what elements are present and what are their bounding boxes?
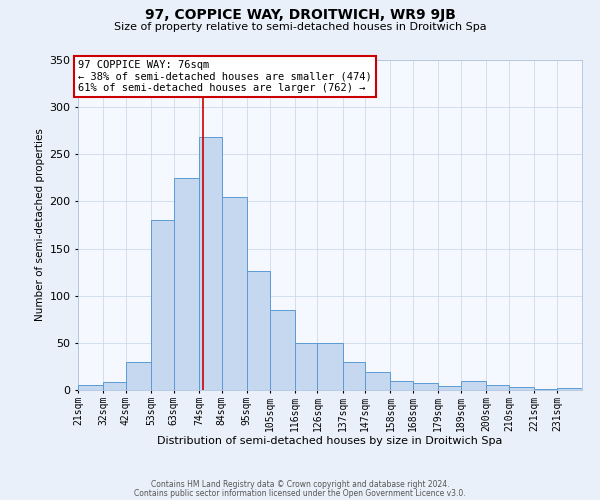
- Bar: [557, 388, 582, 390]
- Bar: [295, 343, 317, 390]
- Bar: [534, 389, 557, 390]
- Bar: [343, 362, 365, 390]
- Y-axis label: Number of semi-detached properties: Number of semi-detached properties: [35, 128, 45, 322]
- Bar: [151, 220, 174, 390]
- Bar: [199, 138, 221, 390]
- Bar: [365, 372, 391, 390]
- Bar: [269, 310, 295, 390]
- Text: 97, COPPICE WAY, DROITWICH, WR9 9JB: 97, COPPICE WAY, DROITWICH, WR9 9JB: [145, 8, 455, 22]
- Bar: [78, 386, 103, 390]
- Bar: [413, 384, 439, 390]
- Bar: [461, 380, 486, 390]
- X-axis label: Distribution of semi-detached houses by size in Droitwich Spa: Distribution of semi-detached houses by …: [157, 436, 503, 446]
- Text: Contains public sector information licensed under the Open Government Licence v3: Contains public sector information licen…: [134, 488, 466, 498]
- Bar: [103, 382, 126, 390]
- Text: Size of property relative to semi-detached houses in Droitwich Spa: Size of property relative to semi-detach…: [113, 22, 487, 32]
- Bar: [486, 386, 509, 390]
- Bar: [509, 387, 534, 390]
- Bar: [174, 178, 199, 390]
- Bar: [439, 386, 461, 390]
- Bar: [317, 343, 343, 390]
- Text: 97 COPPICE WAY: 76sqm
← 38% of semi-detached houses are smaller (474)
61% of sem: 97 COPPICE WAY: 76sqm ← 38% of semi-deta…: [78, 60, 372, 93]
- Bar: [221, 196, 247, 390]
- Bar: [391, 380, 413, 390]
- Text: Contains HM Land Registry data © Crown copyright and database right 2024.: Contains HM Land Registry data © Crown c…: [151, 480, 449, 489]
- Bar: [247, 271, 269, 390]
- Bar: [126, 362, 151, 390]
